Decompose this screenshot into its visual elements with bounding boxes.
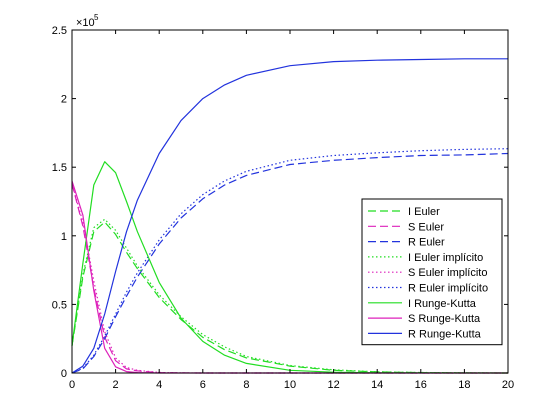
legend-label: S Euler implícito <box>408 267 487 279</box>
y-exponent-label: ×10 <box>76 17 95 29</box>
y-exponent-power: 5 <box>94 13 99 22</box>
legend-label: R Runge-Kutta <box>408 328 482 340</box>
series-line-r-euler <box>71 152 509 374</box>
y-tick-label: 1.5 <box>52 162 67 174</box>
legend-label: I Euler implícito <box>408 252 483 264</box>
x-tick-label: 8 <box>243 379 249 391</box>
x-tick-label: 0 <box>69 379 75 391</box>
x-tick-label: 6 <box>200 379 206 391</box>
y-tick-label: 2.5 <box>52 25 67 37</box>
legend-label: S Runge-Kutta <box>408 313 481 325</box>
y-tick-label: 0 <box>61 368 67 380</box>
legend: I Euler S Euler R Euler I Euler implícito S … <box>361 198 503 346</box>
legend-label: R Euler <box>408 237 445 249</box>
series-line-i-euler-impl-cito <box>71 218 509 374</box>
legend-label: S Euler <box>408 221 444 233</box>
x-tick-label: 12 <box>327 379 339 391</box>
x-tick-label: 18 <box>458 379 470 391</box>
y-tick-label: 2 <box>61 94 67 106</box>
y-tick-label: 0.5 <box>52 299 67 311</box>
axes-layer: 0 2 4 6 8 10 12 14 16 18 20 0 0.5 1 1.5 2 2.5 ×10 5 <box>52 13 514 391</box>
series-line-s-euler <box>71 183 508 374</box>
x-tick-label: 10 <box>284 379 296 391</box>
x-tick-label: 2 <box>113 379 119 391</box>
legend-label: R Euler implícito <box>408 283 488 295</box>
y-tick-label: 1 <box>61 231 67 243</box>
series-line-r-runge-kutta <box>71 58 508 374</box>
x-tick-label: 16 <box>415 379 427 391</box>
x-tick-label: 14 <box>371 379 383 391</box>
legend-label: I Euler <box>408 206 440 218</box>
x-tick-label: 4 <box>156 379 162 391</box>
series-line-i-euler <box>71 221 509 374</box>
x-tick-label: 20 <box>502 379 514 391</box>
legend-label: I Runge-Kutta <box>408 298 477 310</box>
